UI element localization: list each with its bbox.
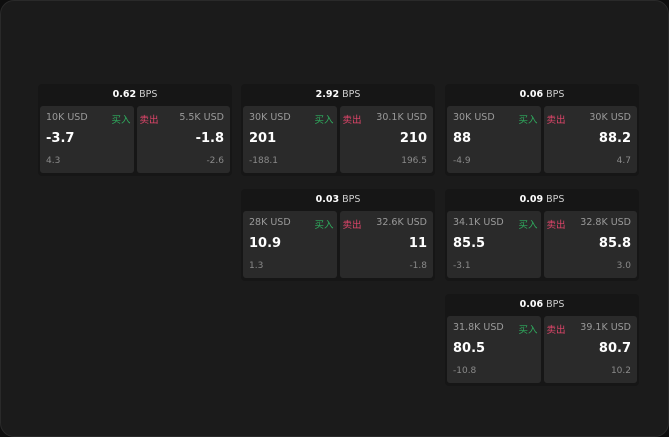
buy-button[interactable]: 30K USD 买入 88 -4.9 (447, 106, 541, 173)
sell-change: -1.8 (409, 261, 427, 271)
sell-label: 卖出 (546, 115, 566, 126)
sell-change: 196.5 (401, 156, 427, 166)
spread-unit: BPS (546, 89, 565, 100)
quote-widget: 0.03 BPS 28K USD 买入 10.9 1.3 卖出 32.6K US… (241, 189, 435, 281)
quote-widget: 0.62 BPS 10K USD 买入 -3.7 4.3 卖出 5.5K USD… (38, 84, 232, 176)
sell-quantity: 32.6K USD (376, 217, 427, 228)
quote-widget: 0.06 BPS 31.8K USD 买入 80.5 -10.8 卖出 39.1… (445, 294, 639, 386)
buy-quantity: 34.1K USD (453, 217, 504, 228)
sell-price: 85.8 (598, 236, 631, 251)
spread-unit: BPS (342, 194, 361, 205)
sell-price: 88.2 (598, 131, 631, 146)
quote-widget: 2.92 BPS 30K USD 买入 201 -188.1 卖出 30.1K … (241, 84, 435, 176)
sell-quantity: 32.8K USD (580, 217, 631, 228)
buy-button[interactable]: 30K USD 买入 201 -188.1 (243, 106, 337, 173)
spread-header: 0.09 BPS (445, 189, 639, 210)
sell-label: 卖出 (342, 220, 362, 231)
buy-price: 10.9 (249, 236, 282, 251)
sell-button[interactable]: 卖出 5.5K USD -1.8 -2.6 (136, 106, 230, 173)
spread-value: 0.62 (112, 89, 137, 100)
sell-quantity: 5.5K USD (179, 112, 224, 123)
spread-header: 0.06 BPS (445, 84, 639, 105)
buy-label: 买入 (111, 115, 131, 126)
quote-widget: 0.09 BPS 34.1K USD 买入 85.5 -3.1 卖出 32.8K… (445, 189, 639, 281)
buy-quantity: 10K USD (46, 112, 88, 123)
spread-unit: BPS (546, 299, 565, 310)
sell-change: -2.6 (206, 156, 224, 166)
sell-price: 210 (399, 131, 427, 146)
sell-quantity: 30.1K USD (376, 112, 427, 123)
sell-price: 11 (408, 236, 427, 251)
buy-label: 买入 (518, 220, 538, 231)
buy-change: -3.1 (453, 261, 471, 271)
buy-change: -10.8 (453, 366, 477, 376)
buy-price: 88 (453, 131, 472, 146)
spread-header: 2.92 BPS (241, 84, 435, 105)
quote-widget: 0.06 BPS 30K USD 买入 88 -4.9 卖出 30K USD 8… (445, 84, 639, 176)
spread-unit: BPS (546, 194, 565, 205)
buy-label: 买入 (314, 115, 334, 126)
sell-price: -1.8 (195, 131, 224, 146)
buy-button[interactable]: 10K USD 买入 -3.7 4.3 (40, 106, 134, 173)
spread-value: 0.06 (519, 89, 544, 100)
sell-label: 卖出 (546, 220, 566, 231)
sell-label: 卖出 (139, 115, 159, 126)
sell-button[interactable]: 卖出 32.8K USD 85.8 3.0 (543, 211, 637, 278)
buy-button[interactable]: 31.8K USD 买入 80.5 -10.8 (447, 316, 541, 383)
buy-label: 买入 (314, 220, 334, 231)
sell-quantity: 30K USD (589, 112, 631, 123)
sell-label: 卖出 (546, 325, 566, 336)
buy-price: 201 (249, 131, 277, 146)
sell-button[interactable]: 卖出 32.6K USD 11 -1.8 (339, 211, 433, 278)
spread-header: 0.06 BPS (445, 294, 639, 315)
buy-quantity: 31.8K USD (453, 322, 504, 333)
buy-change: 1.3 (249, 261, 264, 271)
buy-label: 买入 (518, 115, 538, 126)
sell-change: 10.2 (610, 366, 631, 376)
spread-unit: BPS (139, 89, 158, 100)
sell-button[interactable]: 卖出 30K USD 88.2 4.7 (543, 106, 637, 173)
buy-price: 80.5 (453, 341, 486, 356)
buy-change: 4.3 (46, 156, 61, 166)
sell-button[interactable]: 卖出 39.1K USD 80.7 10.2 (543, 316, 637, 383)
buy-button[interactable]: 34.1K USD 买入 85.5 -3.1 (447, 211, 541, 278)
spread-value: 0.03 (315, 194, 340, 205)
spread-value: 2.92 (315, 89, 340, 100)
buy-quantity: 30K USD (453, 112, 495, 123)
buy-quantity: 30K USD (249, 112, 291, 123)
spread-value: 0.09 (519, 194, 544, 205)
buy-price: 85.5 (453, 236, 486, 251)
buy-change: -4.9 (453, 156, 471, 166)
buy-button[interactable]: 28K USD 买入 10.9 1.3 (243, 211, 337, 278)
spread-header: 0.62 BPS (38, 84, 232, 105)
buy-quantity: 28K USD (249, 217, 291, 228)
buy-label: 买入 (518, 325, 538, 336)
buy-change: -188.1 (249, 156, 279, 166)
sell-button[interactable]: 卖出 30.1K USD 210 196.5 (339, 106, 433, 173)
buy-price: -3.7 (46, 131, 75, 146)
sell-change: 4.7 (616, 156, 631, 166)
spread-header: 0.03 BPS (241, 189, 435, 210)
spread-unit: BPS (342, 89, 361, 100)
spread-value: 0.06 (519, 299, 544, 310)
sell-change: 3.0 (616, 261, 631, 271)
sell-label: 卖出 (342, 115, 362, 126)
sell-quantity: 39.1K USD (580, 322, 631, 333)
sell-price: 80.7 (598, 341, 631, 356)
